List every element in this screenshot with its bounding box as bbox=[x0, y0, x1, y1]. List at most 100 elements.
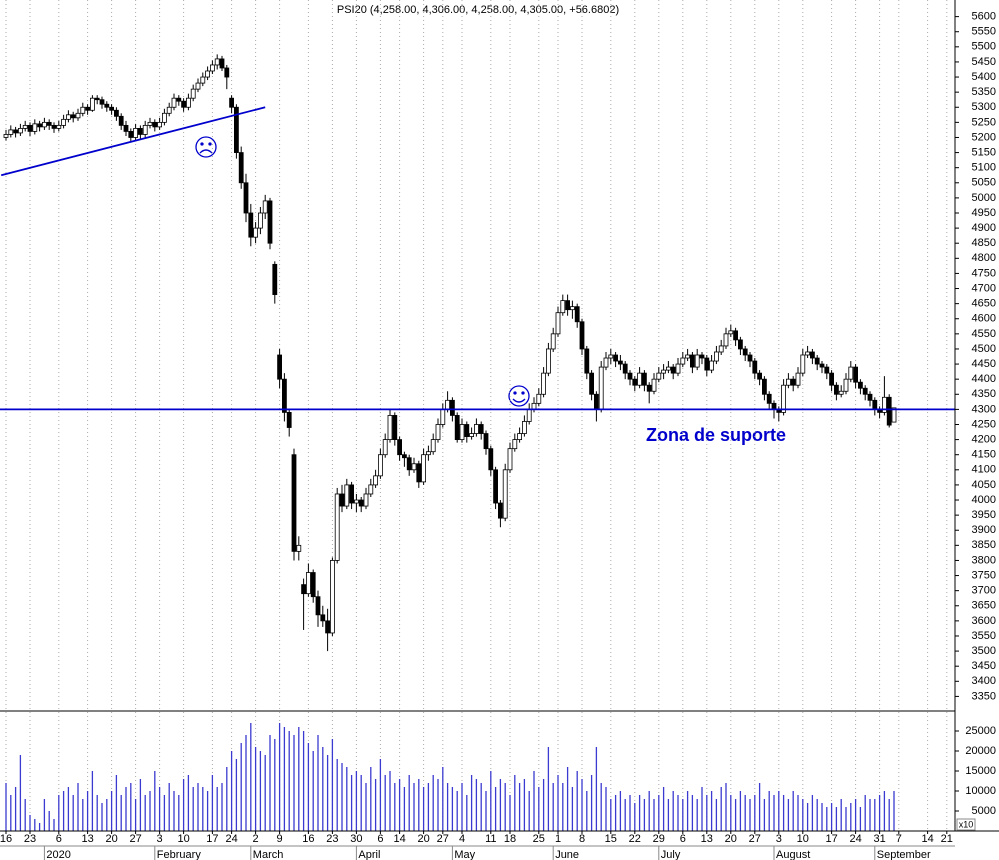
x-tick-label: 27 bbox=[129, 833, 141, 845]
y-tick-label: 3700 bbox=[972, 585, 996, 597]
month-label: June bbox=[555, 849, 579, 860]
y-tick-label: 4700 bbox=[972, 282, 996, 294]
y-tick-label: 3850 bbox=[972, 539, 996, 551]
x-tick-label: 23 bbox=[24, 833, 36, 845]
candle-body bbox=[32, 123, 38, 132]
candle-body bbox=[320, 614, 326, 622]
candle-body bbox=[421, 454, 427, 483]
candle-body bbox=[397, 439, 403, 456]
x-tick-label: 31 bbox=[873, 833, 885, 845]
candle-body bbox=[862, 387, 868, 395]
y-tick-label: 5550 bbox=[972, 26, 996, 38]
candle-body bbox=[550, 333, 556, 350]
candle-body bbox=[104, 103, 110, 108]
x-tick-label: 27 bbox=[437, 833, 449, 845]
sad-face bbox=[195, 136, 217, 158]
candle-body bbox=[392, 415, 398, 440]
candle-body bbox=[574, 306, 580, 323]
candle-body bbox=[22, 124, 28, 129]
candle-body bbox=[512, 439, 518, 450]
candle-body bbox=[147, 121, 153, 126]
x-tick-label: 15 bbox=[605, 833, 617, 845]
x-tick-label: 14 bbox=[393, 833, 405, 845]
x-tick-label: 3 bbox=[157, 833, 163, 845]
y-tick-label: 4850 bbox=[972, 237, 996, 249]
candle-body bbox=[334, 493, 340, 561]
candle-body bbox=[473, 424, 479, 434]
candle-body bbox=[454, 415, 460, 440]
candle-body bbox=[819, 363, 825, 368]
candle-body bbox=[680, 357, 686, 365]
y-tick-label: 4950 bbox=[972, 207, 996, 219]
x-tick-label: 11 bbox=[485, 833, 496, 845]
candle-body bbox=[800, 354, 806, 374]
candle-body bbox=[493, 469, 499, 504]
candle-body bbox=[742, 348, 748, 356]
candle-body bbox=[382, 439, 388, 456]
y-tick-label: 5050 bbox=[972, 177, 996, 189]
candle-body bbox=[171, 97, 177, 108]
x-tick-label: 30 bbox=[350, 833, 362, 845]
candle-body bbox=[728, 330, 734, 335]
candle-body bbox=[17, 128, 23, 134]
candle-body bbox=[349, 484, 355, 504]
y2-tick-label: 20000 bbox=[965, 745, 996, 757]
x-tick-label: 8 bbox=[579, 833, 585, 845]
candle-body bbox=[166, 106, 172, 114]
candle-body bbox=[502, 469, 508, 519]
candle-body bbox=[205, 70, 211, 78]
candle-body bbox=[867, 393, 873, 401]
candle-body bbox=[622, 363, 628, 374]
candle-body bbox=[257, 212, 263, 229]
candle-body bbox=[848, 366, 854, 380]
candle-body bbox=[190, 88, 196, 99]
y-tick-label: 5200 bbox=[972, 131, 996, 143]
trend-line bbox=[0, 106, 266, 177]
candle-body bbox=[608, 354, 614, 359]
candle-body bbox=[656, 372, 662, 380]
x-tick-label: 2 bbox=[253, 833, 259, 845]
candle-body bbox=[651, 378, 657, 392]
y2-tick-label: 5000 bbox=[972, 805, 996, 817]
candle-body bbox=[425, 451, 431, 456]
candle-body bbox=[430, 439, 436, 453]
candle-body bbox=[99, 99, 105, 105]
candle-body bbox=[589, 372, 594, 395]
y-tick-label: 5350 bbox=[972, 86, 996, 98]
x-tick-label: 17 bbox=[825, 833, 837, 845]
x-tick-label: 1 bbox=[555, 833, 561, 845]
candle-body bbox=[114, 109, 119, 117]
y-tick-label: 5000 bbox=[972, 192, 996, 204]
y-tick-label: 4150 bbox=[972, 449, 996, 461]
candle-body bbox=[253, 227, 259, 238]
x-tick-label: 16 bbox=[302, 833, 314, 845]
x-tick-label: 24 bbox=[225, 833, 237, 845]
y-tick-label: 3450 bbox=[972, 660, 996, 672]
x-tick-label: 27 bbox=[749, 833, 761, 845]
y-tick-label: 4750 bbox=[972, 267, 996, 279]
candle-body bbox=[632, 378, 638, 386]
candle-body bbox=[377, 454, 383, 477]
candle-body bbox=[661, 369, 666, 374]
unit-box bbox=[956, 818, 976, 831]
candle-body bbox=[85, 106, 90, 111]
candle-body bbox=[613, 354, 618, 362]
y-tick-label: 3600 bbox=[972, 615, 996, 627]
candle-body bbox=[248, 212, 254, 238]
candle-body bbox=[531, 402, 537, 410]
x-tick-label: 10 bbox=[177, 833, 189, 845]
y-tick-label: 5300 bbox=[972, 101, 996, 113]
y-tick-label: 5400 bbox=[972, 71, 996, 83]
candle-body bbox=[368, 484, 374, 495]
candle-body bbox=[123, 124, 129, 132]
candle-body bbox=[541, 372, 546, 395]
y-tick-label: 3800 bbox=[972, 554, 996, 566]
candle-body bbox=[277, 354, 283, 380]
candle-body bbox=[704, 357, 710, 371]
candle-body bbox=[195, 82, 201, 90]
candle-body bbox=[61, 118, 66, 126]
candle-body bbox=[51, 124, 57, 129]
y-tick-label: 3400 bbox=[972, 675, 996, 687]
